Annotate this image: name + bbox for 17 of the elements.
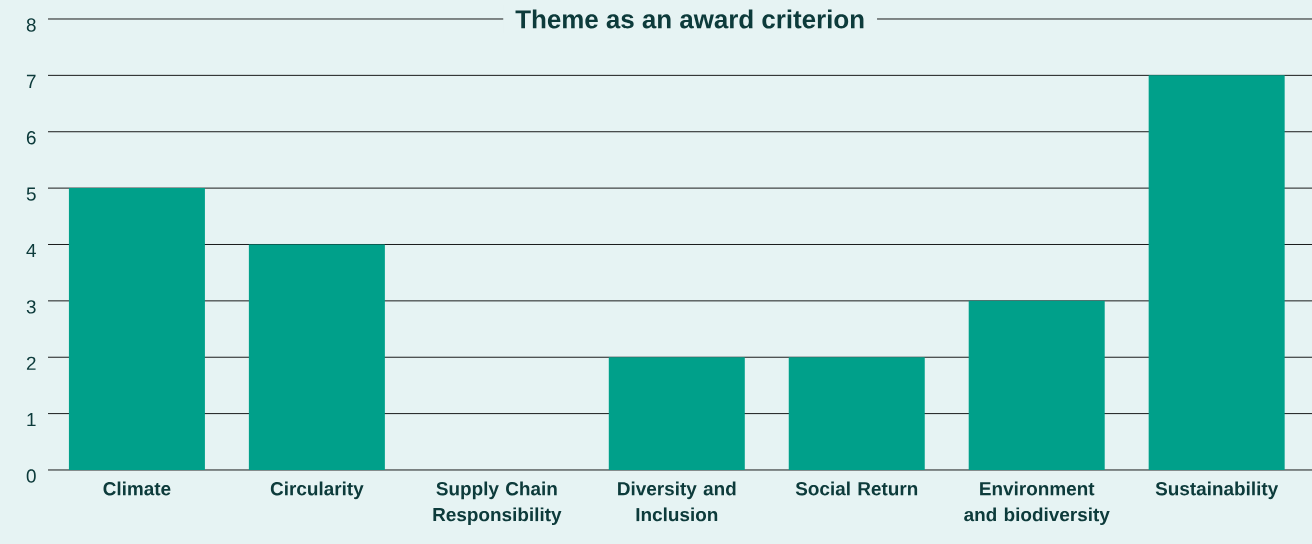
y-tick-label: 3 — [26, 300, 36, 314]
x-tick-label: Supply Chain Responsibility — [433, 481, 562, 526]
x-tick-label: Climate — [103, 481, 171, 496]
y-tick-label: 5 — [26, 187, 36, 201]
y-tick-label: 1 — [27, 413, 36, 427]
x-tick-label: Sustainability — [1155, 481, 1279, 500]
y-tick-label: 2 — [26, 356, 36, 370]
y-tick-label: 7 — [26, 74, 36, 88]
x-tick-label: Circularity — [270, 481, 364, 500]
y-tick-label: 8 — [26, 18, 36, 32]
x-tick-label: Environment and biodiversity — [964, 481, 1110, 526]
y-tick-label: 4 — [26, 243, 36, 257]
chart-title: Theme as an award criterion — [515, 9, 864, 29]
x-tick-label: Social Return — [795, 481, 918, 496]
y-tick-label: 0 — [26, 469, 36, 483]
y-tick-label: 6 — [26, 131, 36, 145]
x-tick-label: Diversity and Inclusion — [618, 481, 736, 522]
